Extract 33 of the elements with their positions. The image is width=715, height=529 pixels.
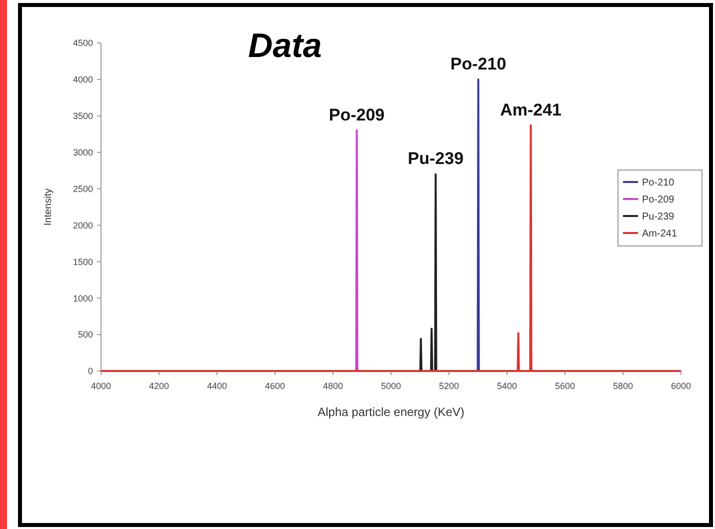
x-tick-label: 4200 — [148, 381, 170, 391]
legend-label: Po-210 — [642, 178, 675, 188]
y-tick-label: 4500 — [72, 38, 93, 48]
y-tick-label: 500 — [78, 330, 93, 340]
legend-label: Am-241 — [642, 228, 678, 240]
y-axis-title: Intensity — [43, 188, 54, 226]
x-tick-label: 4000 — [90, 381, 112, 391]
x-tick-label: 5200 — [438, 381, 460, 391]
annotation: Po-209 — [328, 105, 385, 124]
x-tick-label: 5400 — [496, 381, 518, 391]
legend-label: Po-209 — [642, 194, 675, 206]
y-tick-label: 3500 — [72, 111, 93, 122]
y-tick-label: 1000 — [72, 293, 93, 304]
annotation: Pu-239 — [408, 149, 464, 168]
x-tick-label: 5600 — [554, 381, 576, 391]
x-tick-label: 5000 — [380, 381, 402, 391]
line-series — [419, 173, 438, 372]
annotation: Po-210 — [450, 54, 506, 74]
y-tick-label: 2000 — [72, 220, 93, 230]
y-tick-label: 1500 — [72, 256, 93, 267]
y-tick-label: 3000 — [72, 147, 93, 158]
chart-title: Data — [248, 27, 322, 65]
x-tick-label: 6000 — [670, 381, 692, 391]
x-tick-label: 5800 — [612, 381, 634, 391]
annotation: Am-241 — [500, 100, 562, 120]
y-tick-label: 2500 — [72, 184, 93, 194]
y-tick-label: 4000 — [72, 74, 93, 85]
x-axis-title: Alpha particle energy (KeV) — [318, 405, 464, 419]
x-tick-label: 4400 — [206, 381, 228, 391]
x-tick-label: 4800 — [322, 381, 344, 391]
legend-label: Pu-239 — [642, 212, 675, 222]
x-tick-label: 4600 — [264, 381, 286, 391]
y-tick-label: 0 — [88, 366, 93, 376]
